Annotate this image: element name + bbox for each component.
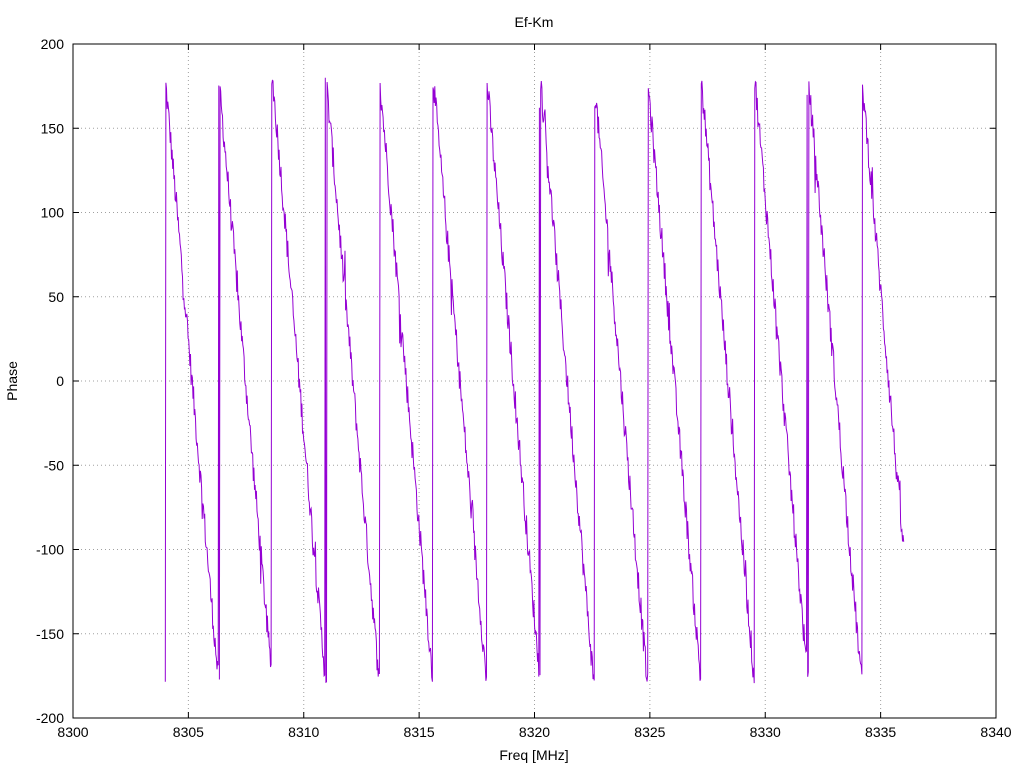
y-tick-label: -150	[36, 626, 64, 642]
x-tick-label: 8305	[173, 724, 204, 740]
x-tick-label: 8330	[750, 724, 781, 740]
y-axis-label: Phase	[4, 361, 20, 401]
y-tick-label: 100	[41, 205, 65, 221]
grid-lines	[73, 44, 996, 718]
y-tick-label: 0	[56, 373, 64, 389]
y-tick-label: -100	[36, 542, 64, 558]
x-tick-label: 8300	[57, 724, 88, 740]
x-tick-labels: 8300 8305 8310 8315 8320 8325 8330 8335 8340	[57, 724, 1011, 740]
y-tick-label: -200	[36, 710, 64, 726]
x-tick-label: 8310	[288, 724, 319, 740]
axis-ticks	[72, 43, 997, 719]
phase-series-line	[164, 77, 905, 684]
y-tick-labels: -200 -150 -100 -50 0 50 100 150 200	[36, 36, 64, 726]
y-tick-label: -50	[44, 457, 64, 473]
y-tick-label: 200	[41, 36, 65, 52]
x-tick-label: 8315	[404, 724, 435, 740]
x-tick-label: 8335	[865, 724, 896, 740]
x-tick-label: 8325	[634, 724, 665, 740]
y-tick-label: 50	[48, 289, 64, 305]
x-axis-label: Freq [MHz]	[499, 747, 568, 763]
y-tick-label: 150	[41, 120, 65, 136]
chart-title: Ef-Km	[515, 14, 554, 30]
x-tick-label: 8320	[519, 724, 550, 740]
x-tick-label: 8340	[980, 724, 1011, 740]
